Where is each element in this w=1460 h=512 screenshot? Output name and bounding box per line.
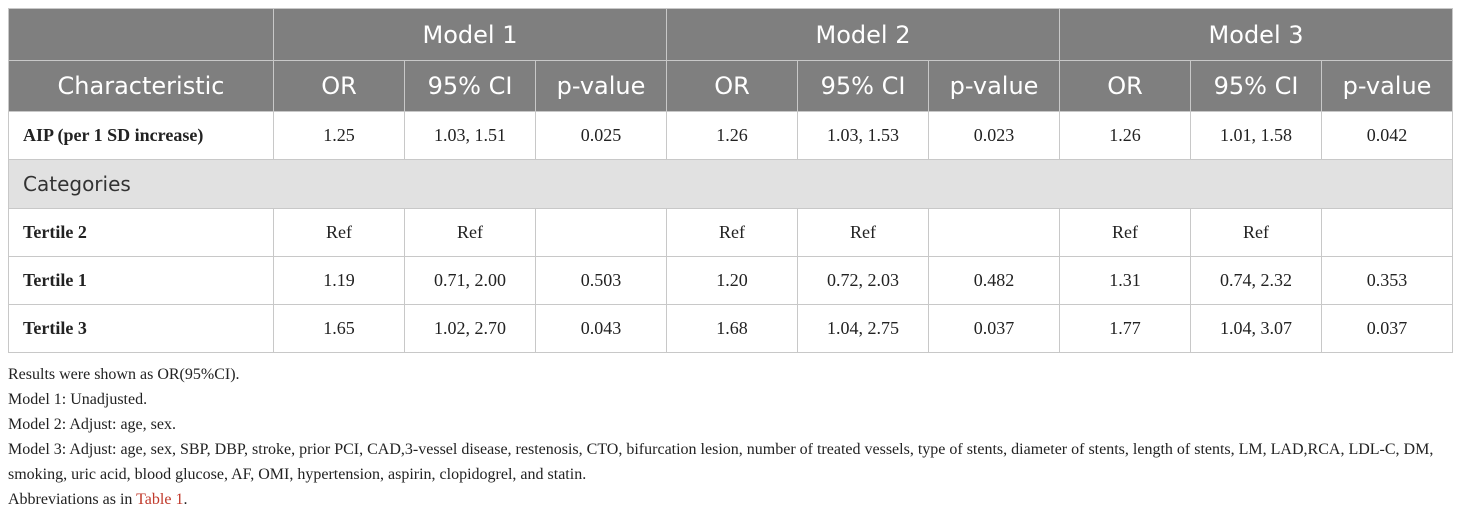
table-cell: 1.03, 1.51: [404, 111, 536, 160]
or-header: OR: [1059, 60, 1192, 112]
table-cell: 1.02, 2.70: [404, 304, 536, 353]
row-label: Tertile 1: [8, 256, 274, 305]
table-row-tertile-3: Tertile 3 1.65 1.02, 2.70 0.043 1.68 1.0…: [8, 304, 1454, 353]
table-cell: 1.31: [1059, 256, 1192, 305]
empty-header-cell: [8, 8, 274, 61]
table-cell: Ref: [666, 208, 799, 257]
category-label: Categories: [7, 159, 1454, 209]
characteristic-header: Characteristic: [8, 60, 274, 112]
table-cell: 1.25: [273, 111, 405, 160]
table-cell: 0.025: [534, 111, 668, 160]
table-cell: 1.04, 2.75: [797, 304, 930, 353]
table-cell: Ref: [797, 208, 930, 257]
table-cell: 1.65: [273, 304, 405, 353]
table-cell: Ref: [404, 208, 536, 257]
p-value-header: p-value: [928, 60, 1061, 112]
table-cell: 1.77: [1059, 304, 1192, 353]
table-1-link[interactable]: Table 1: [136, 491, 184, 508]
table-cell: Ref: [1059, 208, 1192, 257]
abbrev-prefix: Abbreviations as in: [8, 491, 137, 508]
footnote-results: Results were shown as OR(95%CI).: [8, 366, 240, 383]
abbrev-suffix: .: [183, 491, 188, 508]
table-cell: 1.04, 3.07: [1190, 304, 1323, 353]
table-cell: 0.042: [1321, 111, 1454, 160]
table-cell: 0.72, 2.03: [797, 256, 930, 305]
row-label: Tertile 2: [8, 208, 274, 257]
ci-header: 95% CI: [797, 60, 930, 112]
row-label: AIP (per 1 SD increase): [8, 111, 274, 160]
table-cell: 0.043: [534, 304, 668, 353]
table-cell: 1.03, 1.53: [797, 111, 930, 160]
or-header: OR: [666, 60, 799, 112]
ci-header: 95% CI: [404, 60, 536, 112]
category-row: Categories: [7, 159, 1454, 209]
model-2-header: Model 2: [666, 8, 1061, 61]
ci-header: 95% CI: [1190, 60, 1323, 112]
table-cell: 0.037: [1321, 304, 1454, 353]
table-cell: 0.353: [1321, 256, 1454, 305]
table-cell: [534, 208, 668, 257]
model-header-row: Model 1 Model 2 Model 3: [8, 8, 1454, 61]
table-row-tertile-1: Tertile 1 1.19 0.71, 2.00 0.503 1.20 0.7…: [8, 256, 1454, 305]
footnote-model-3: Model 3: Adjust: age, sex, SBP, DBP, str…: [8, 441, 1434, 483]
table-cell: 0.503: [534, 256, 668, 305]
model-1-header: Model 1: [272, 8, 668, 61]
table-cell: Ref: [1190, 208, 1323, 257]
table-cell: [928, 208, 1061, 257]
table-footnotes: Results were shown as OR(95%CI). Model 1…: [8, 362, 1452, 512]
table-cell: 1.26: [666, 111, 799, 160]
p-value-header: p-value: [1321, 60, 1454, 112]
table-cell: Ref: [273, 208, 405, 257]
table-cell: 0.74, 2.32: [1190, 256, 1323, 305]
table-cell: 1.20: [666, 256, 799, 305]
table-cell: 0.482: [928, 256, 1061, 305]
table-row-tertile-2: Tertile 2 Ref Ref Ref Ref Ref Ref: [8, 208, 1454, 257]
table-cell: 1.26: [1059, 111, 1192, 160]
p-value-header: p-value: [534, 60, 668, 112]
or-header: OR: [273, 60, 405, 112]
column-header-row: Characteristic OR 95% CI p-value OR 95% …: [8, 60, 1454, 112]
table-cell: 0.71, 2.00: [404, 256, 536, 305]
table-cell: 1.19: [273, 256, 405, 305]
table-cell: [1321, 208, 1454, 257]
footnote-model-2: Model 2: Adjust: age, sex.: [8, 416, 176, 433]
model-3-header: Model 3: [1059, 8, 1454, 61]
results-table: Model 1 Model 2 Model 3 Characteristic O…: [7, 8, 1454, 353]
table-cell: 0.037: [928, 304, 1061, 353]
row-label: Tertile 3: [8, 304, 274, 353]
table-cell: 0.023: [928, 111, 1061, 160]
footnote-model-1: Model 1: Unadjusted.: [8, 391, 148, 408]
table-row-aip: AIP (per 1 SD increase) 1.25 1.03, 1.51 …: [8, 111, 1454, 160]
table-cell: 1.68: [666, 304, 799, 353]
footnote-abbreviations: Abbreviations as in Table 1.: [8, 487, 1452, 512]
table-cell: 1.01, 1.58: [1190, 111, 1323, 160]
